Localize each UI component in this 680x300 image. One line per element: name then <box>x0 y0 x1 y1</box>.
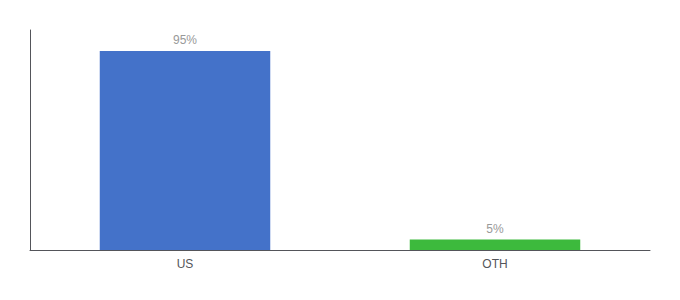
svg-text:95%: 95% <box>173 33 197 47</box>
svg-text:5%: 5% <box>486 222 504 236</box>
svg-text:US: US <box>177 257 194 271</box>
svg-text:OTH: OTH <box>482 257 507 271</box>
